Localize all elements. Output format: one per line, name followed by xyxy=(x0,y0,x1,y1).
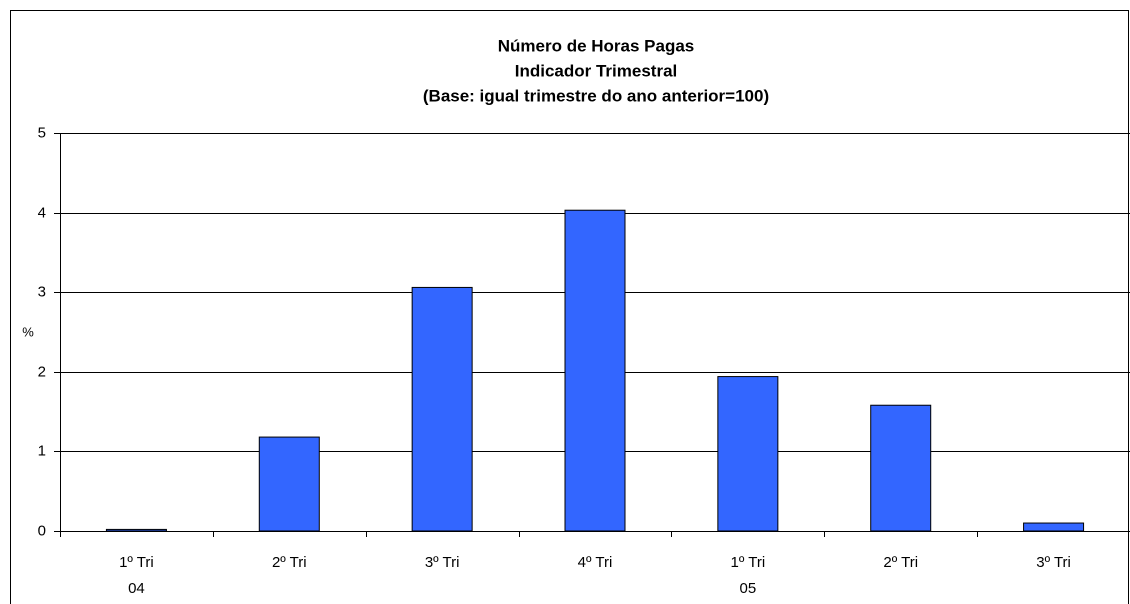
chart-title: Número de Horas Pagas xyxy=(498,36,695,55)
chart-subtitle: (Base: igual trimestre do ano anterior=1… xyxy=(423,86,769,105)
bar xyxy=(411,286,473,532)
x-tick-label: 3º Tri xyxy=(1036,554,1071,571)
y-tick-label: 2 xyxy=(38,363,46,380)
bar xyxy=(1023,522,1085,532)
y-tick-label: 3 xyxy=(38,283,46,300)
bar xyxy=(105,528,167,532)
x-group-label: 05 xyxy=(740,580,757,597)
y-tick-label: 5 xyxy=(38,124,46,141)
bar xyxy=(258,436,320,532)
y-axis-label: % xyxy=(22,324,34,339)
y-tick-label: 1 xyxy=(38,442,46,459)
chart-subtitle: Indicador Trimestral xyxy=(515,61,678,80)
x-tick-label: 2º Tri xyxy=(272,554,307,571)
y-tick-label: 4 xyxy=(38,204,46,221)
bar xyxy=(717,376,779,532)
x-tick-label: 2º Tri xyxy=(883,554,918,571)
x-group-label: 04 xyxy=(128,580,145,597)
y-tick-label: 0 xyxy=(38,522,46,539)
bar xyxy=(870,404,932,532)
x-tick-label: 1º Tri xyxy=(731,554,766,571)
x-tick-label: 4º Tri xyxy=(578,554,613,571)
x-tick-label: 1º Tri xyxy=(119,554,154,571)
bar xyxy=(564,209,626,532)
x-tick-label: 3º Tri xyxy=(425,554,460,571)
